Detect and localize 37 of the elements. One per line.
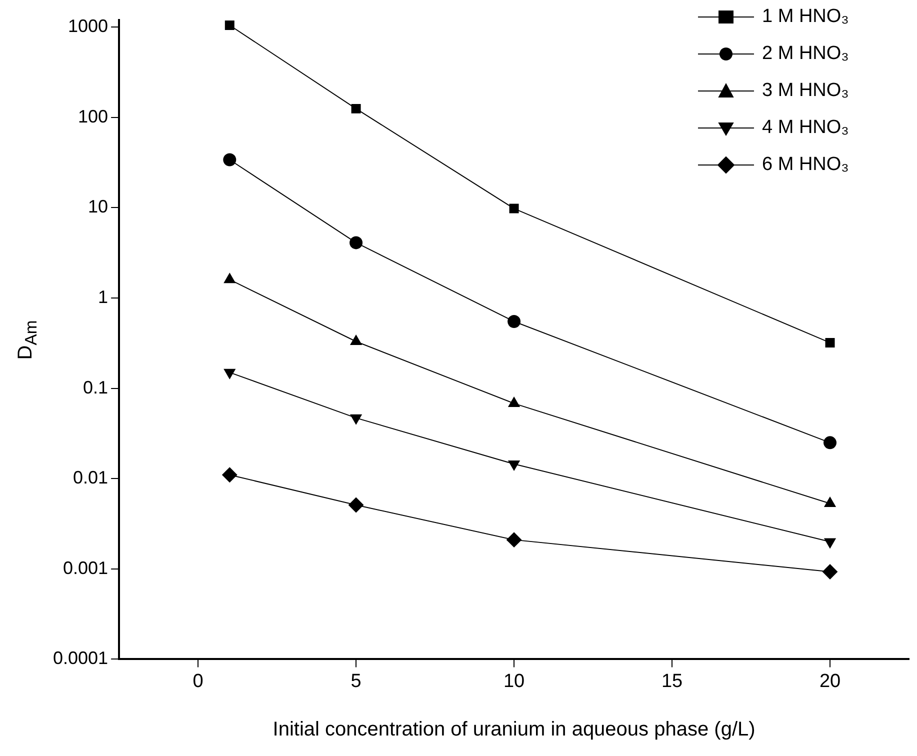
y-tick-label: 0.1	[83, 377, 108, 398]
legend-label: 6 M HNO₃	[762, 154, 849, 176]
x-tick-label: 0	[192, 670, 204, 692]
point	[506, 532, 522, 548]
point	[825, 338, 835, 348]
point	[224, 20, 234, 30]
y-tick-label: 0.01	[73, 468, 108, 488]
point	[224, 273, 236, 284]
legend-label: 2 M HNO₃	[762, 42, 849, 64]
legend-label: 3 M HNO₃	[762, 80, 849, 102]
point	[350, 414, 362, 424]
y-tick-label: 1	[98, 286, 108, 307]
point	[351, 104, 361, 114]
point	[222, 467, 238, 482]
x-axis-title: Initial concentration of uranium in aqueous phase (g/L)	[272, 718, 756, 741]
point	[822, 564, 838, 580]
y-tick-label: 10	[88, 196, 108, 217]
y-tick-label: 0.001	[63, 558, 108, 578]
point	[824, 436, 837, 450]
x-tick-label: 20	[819, 670, 841, 692]
point	[348, 498, 364, 513]
y-tick-label: 100	[78, 106, 108, 126]
point	[824, 538, 836, 548]
point	[509, 204, 519, 214]
point	[350, 236, 363, 250]
point	[508, 314, 521, 328]
y-tick-label: 1000	[68, 16, 108, 36]
x-tick-label: 15	[661, 670, 683, 692]
point	[824, 497, 836, 508]
point	[224, 368, 236, 379]
point	[223, 153, 236, 166]
x-tick-label: 5	[350, 670, 362, 692]
x-tick-label: 10	[503, 670, 525, 692]
y-tick-label: 0.0001	[52, 648, 108, 668]
legend-label: 1 M HNO₃	[762, 6, 849, 28]
legend-label: 4 M HNO₃	[762, 116, 849, 138]
point	[350, 335, 362, 346]
